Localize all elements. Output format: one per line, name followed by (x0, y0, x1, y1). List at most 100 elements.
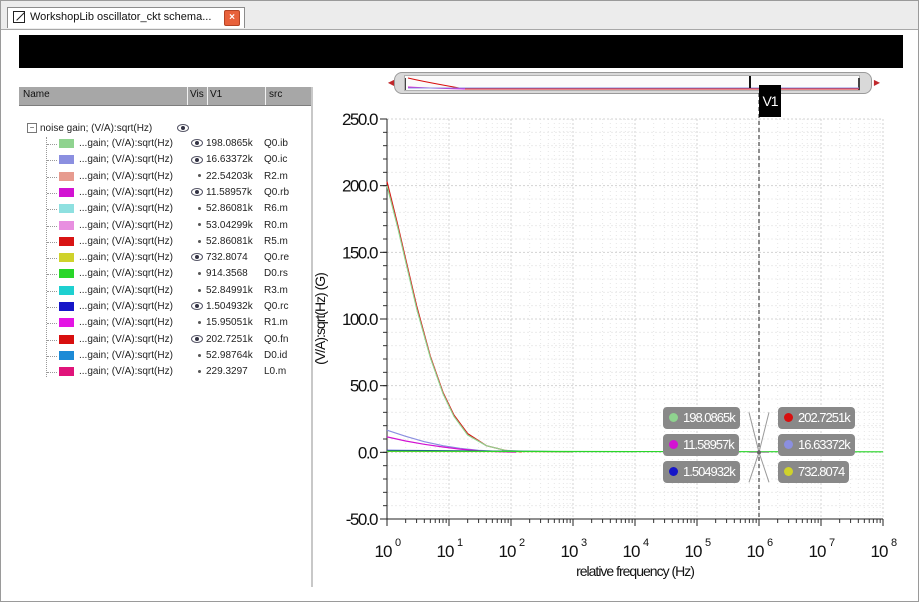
color-swatch (59, 318, 74, 328)
eye-icon[interactable] (191, 139, 203, 148)
cursor-intersection (757, 450, 761, 455)
tree-connector (47, 160, 57, 162)
cursor-value-marker[interactable]: 198.0865k (663, 407, 740, 429)
signal-row[interactable]: ...gain; (V/A):sqrt(Hz) 53.04299k R0.m (47, 219, 309, 233)
series-color-dot (669, 413, 678, 422)
eye-icon[interactable] (191, 334, 203, 343)
zoom-scrollbar[interactable]: ◀ ▶ (386, 71, 882, 97)
visibility-toggle[interactable] (190, 171, 204, 182)
marker-value: 16.63372k (798, 437, 851, 452)
x-tick-exponent: 0 (395, 537, 401, 549)
eye-icon[interactable] (191, 188, 203, 197)
column-v1[interactable]: V1 (210, 89, 223, 100)
signal-row[interactable]: ...gain; (V/A):sqrt(Hz) 15.95051k R1.m (47, 316, 309, 330)
hidden-dot-icon[interactable] (197, 370, 201, 374)
signal-source: D0.id (264, 349, 288, 361)
signal-source: Q0.ic (264, 154, 288, 166)
tree-connector (47, 192, 57, 194)
signal-row[interactable]: ...gain; (V/A):sqrt(Hz) 11.58957k Q0.rb (47, 186, 309, 200)
visibility-toggle[interactable] (190, 138, 204, 149)
color-swatch (59, 220, 74, 230)
signal-row[interactable]: ...gain; (V/A):sqrt(Hz) 202.7251k Q0.fn (47, 333, 309, 347)
column-vis[interactable]: Vis (190, 89, 204, 100)
hidden-dot-icon[interactable] (197, 288, 201, 292)
visibility-toggle[interactable] (190, 220, 204, 231)
cursor-value-marker[interactable]: 16.63372k (778, 434, 855, 456)
collapse-icon[interactable]: − (27, 123, 37, 134)
cursor-value-marker[interactable]: 202.7251k (778, 407, 855, 429)
tree-root-noise-gain[interactable]: − noise gain; (V/A):sqrt(Hz) (27, 123, 190, 134)
tree-connector (47, 290, 57, 292)
visibility-toggle[interactable] (190, 350, 204, 361)
visibility-toggle[interactable] (190, 301, 204, 312)
hidden-dot-icon[interactable] (197, 174, 201, 178)
visibility-toggle[interactable] (190, 317, 204, 328)
hidden-dot-icon[interactable] (197, 239, 201, 243)
scroll-left-icon[interactable]: ◀ (387, 78, 395, 87)
marker-value: 732.8074 (798, 464, 845, 479)
signal-source: D0.rs (264, 268, 288, 280)
visibility-toggle[interactable] (190, 187, 204, 198)
x-tick-label: 10 (747, 542, 764, 561)
signal-row[interactable]: ...gain; (V/A):sqrt(Hz) 914.3568 D0.rs (47, 267, 309, 281)
x-tick-label: 10 (437, 542, 454, 561)
x-tick-label: 10 (561, 542, 578, 561)
signal-row[interactable]: ...gain; (V/A):sqrt(Hz) 229.3297 L0.m (47, 365, 309, 379)
hidden-dot-icon[interactable] (197, 321, 201, 325)
visibility-toggle[interactable] (190, 285, 204, 296)
signal-value: 732.8074 (206, 252, 248, 264)
eye-icon[interactable] (191, 155, 203, 164)
close-icon[interactable]: × (224, 10, 240, 26)
signal-row[interactable]: ...gain; (V/A):sqrt(Hz) 1.504932k Q0.rc (47, 300, 309, 314)
column-name[interactable]: Name (23, 89, 50, 100)
eye-icon[interactable] (191, 253, 203, 262)
signal-row[interactable]: ...gain; (V/A):sqrt(Hz) 22.54203k R2.m (47, 170, 309, 184)
signal-value: 52.86081k (206, 235, 253, 247)
y-tick-label: 200.0 (342, 177, 378, 196)
visibility-toggle[interactable] (190, 252, 204, 263)
signal-row[interactable]: ...gain; (V/A):sqrt(Hz) 52.84991k R3.m (47, 284, 309, 298)
hidden-dot-icon[interactable] (197, 207, 201, 211)
visibility-toggle[interactable] (190, 154, 204, 165)
series-color-dot (669, 467, 678, 476)
column-src[interactable]: src (269, 89, 283, 100)
visibility-toggle[interactable] (190, 203, 204, 214)
scroll-right-icon[interactable]: ▶ (873, 78, 881, 87)
signal-row[interactable]: ...gain; (V/A):sqrt(Hz) 198.0865k Q0.ib (47, 137, 309, 151)
color-swatch (59, 334, 74, 344)
series-color-dot (784, 413, 793, 422)
series-color-dot (784, 440, 793, 449)
signal-source: R6.m (264, 203, 288, 215)
signal-source: R1.m (264, 317, 288, 329)
cursor-value-marker[interactable]: 1.504932k (663, 461, 740, 483)
signal-row[interactable]: ...gain; (V/A):sqrt(Hz) 16.63372k Q0.ic (47, 153, 309, 167)
signal-name: ...gain; (V/A):sqrt(Hz) (79, 284, 173, 296)
visibility-toggle[interactable] (190, 334, 204, 345)
signal-row[interactable]: ...gain; (V/A):sqrt(Hz) 732.8074 Q0.re (47, 251, 309, 265)
cursor-value-marker[interactable]: 732.8074 (778, 461, 850, 483)
visibility-toggle[interactable] (190, 236, 204, 247)
eye-icon[interactable] (177, 124, 190, 133)
tab-schematic[interactable]: WorkshopLib oscillator_ckt schema... × (7, 7, 245, 28)
hidden-dot-icon[interactable] (197, 223, 201, 227)
eye-icon[interactable] (191, 302, 203, 311)
x-tick-exponent: 8 (891, 537, 897, 549)
overview-strip[interactable] (404, 75, 860, 91)
tree-connector (47, 372, 57, 374)
signal-value: 22.54203k (206, 170, 253, 182)
signal-row[interactable]: ...gain; (V/A):sqrt(Hz) 52.98764k D0.id (47, 349, 309, 363)
cursor-value-marker[interactable]: 11.58957k (663, 434, 739, 456)
signal-row[interactable]: ...gain; (V/A):sqrt(Hz) 52.86081k R6.m (47, 202, 309, 216)
visibility-toggle[interactable] (190, 268, 204, 279)
hidden-dot-icon[interactable] (197, 272, 201, 276)
signal-name: ...gain; (V/A):sqrt(Hz) (79, 349, 173, 361)
cursor-label-v1[interactable]: V1 (759, 85, 781, 117)
hidden-dot-icon[interactable] (197, 353, 201, 357)
tree-connector (47, 339, 57, 341)
signal-row[interactable]: ...gain; (V/A):sqrt(Hz) 52.86081k R5.m (47, 235, 309, 249)
visibility-toggle[interactable] (190, 366, 204, 377)
x-tick-label: 10 (871, 542, 888, 561)
signal-value: 198.0865k (206, 138, 253, 149)
